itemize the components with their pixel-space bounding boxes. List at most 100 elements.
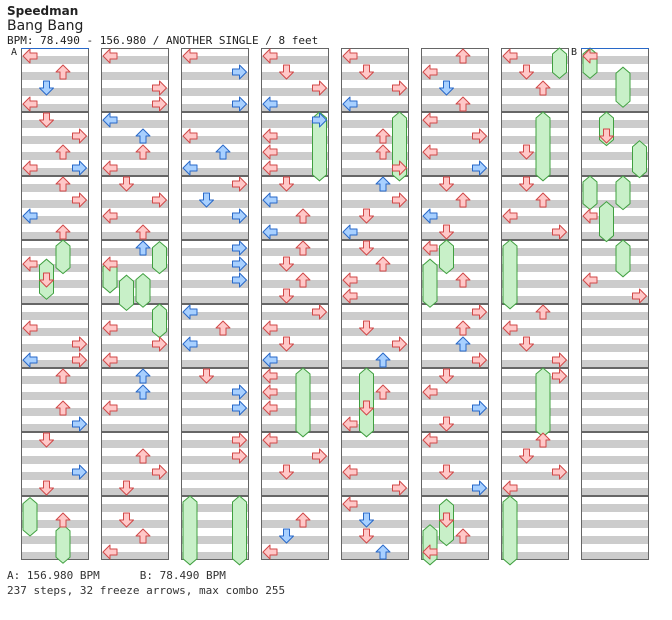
bpm-marker-a: A (11, 47, 18, 58)
beat-stripe (341, 168, 409, 176)
step-arrow (152, 96, 167, 112)
beat-stripe (181, 456, 249, 464)
step-arrow (312, 80, 327, 96)
freeze-arrow (119, 274, 134, 312)
beat-stripe (101, 120, 169, 128)
step-arrow (119, 512, 134, 528)
step-arrow (375, 144, 391, 160)
beat-stripe (181, 104, 249, 112)
step-arrow (342, 96, 358, 112)
beat-stripe (421, 184, 489, 192)
beat-stripe (181, 536, 249, 544)
beat-stripe (181, 56, 249, 64)
step-arrow (422, 112, 438, 128)
beat-stripe (341, 136, 409, 144)
beat-stripe (101, 344, 169, 352)
freeze-arrow (535, 367, 551, 438)
step-arrow (422, 208, 438, 224)
step-arrow (359, 512, 374, 528)
freeze-arrow (632, 140, 647, 179)
measure-box (341, 304, 409, 368)
freeze-arrow (22, 496, 38, 537)
measure-box (341, 48, 409, 112)
step-arrow (262, 384, 278, 400)
measure-box (261, 112, 329, 176)
step-arrow (279, 336, 294, 352)
step-arrow (439, 176, 454, 192)
measure-box (181, 304, 249, 368)
step-arrow (472, 480, 487, 496)
beat-stripe (581, 488, 649, 496)
beat-stripe (421, 344, 489, 352)
measure-box (181, 432, 249, 496)
measure-box (501, 48, 569, 112)
freeze-arrow (182, 495, 198, 566)
measure-box (581, 112, 649, 176)
step-arrow (135, 224, 151, 240)
step-arrow (102, 208, 118, 224)
beat-stripe (501, 232, 569, 240)
beat-stripe (421, 488, 489, 496)
step-arrow (232, 432, 247, 448)
beat-stripe (341, 200, 409, 208)
step-arrow (502, 208, 518, 224)
beat-stripe (21, 168, 89, 176)
measure-box (341, 368, 409, 432)
beat-stripe (21, 136, 89, 144)
artist-name: Speedman (7, 4, 79, 18)
beat-stripe (581, 296, 649, 304)
step-arrow (632, 288, 647, 304)
step-arrow (342, 48, 358, 64)
step-arrow (279, 464, 294, 480)
beat-stripe (181, 472, 249, 480)
beat-stripe (501, 392, 569, 400)
step-arrow (22, 320, 38, 336)
beat-stripe (501, 552, 569, 560)
beat-stripe (181, 520, 249, 528)
beat-stripe (581, 408, 649, 416)
step-arrow (135, 240, 151, 256)
measure-box (21, 240, 89, 304)
beat-stripe (261, 376, 329, 384)
beat-stripe (181, 168, 249, 176)
measure-box (21, 176, 89, 240)
beat-stripe (581, 456, 649, 464)
measure-box (181, 48, 249, 112)
beat-stripe (101, 168, 169, 176)
step-arrow (152, 192, 167, 208)
beat-stripe (581, 312, 649, 320)
beat-stripe (501, 120, 569, 128)
beat-stripe (581, 280, 649, 288)
step-arrow (439, 416, 454, 432)
freeze-arrow (295, 367, 311, 438)
beat-stripe (501, 408, 569, 416)
step-arrow (422, 384, 438, 400)
freeze-arrow (392, 111, 407, 182)
step-arrow (72, 464, 87, 480)
beat-stripe (501, 136, 569, 144)
beat-stripe (261, 88, 329, 96)
measure-box (261, 496, 329, 560)
beat-stripe (101, 104, 169, 112)
step-arrow (582, 208, 598, 224)
step-arrow (295, 240, 311, 256)
step-arrow (375, 352, 391, 368)
beat-stripe (261, 472, 329, 480)
step-arrow (135, 448, 151, 464)
step-arrow (519, 144, 534, 160)
beat-stripe (101, 408, 169, 416)
beat-stripe (261, 552, 329, 560)
measure-box (21, 496, 89, 560)
beat-stripe (101, 56, 169, 64)
measure-box (21, 304, 89, 368)
step-arrow (55, 176, 71, 192)
beat-stripe (501, 376, 569, 384)
measure-box (421, 368, 489, 432)
measure-box (581, 368, 649, 432)
beat-stripe (421, 392, 489, 400)
measure-box (501, 432, 569, 496)
beat-stripe (181, 392, 249, 400)
step-arrow (135, 144, 151, 160)
beat-stripe (181, 216, 249, 224)
step-arrow (232, 256, 247, 272)
